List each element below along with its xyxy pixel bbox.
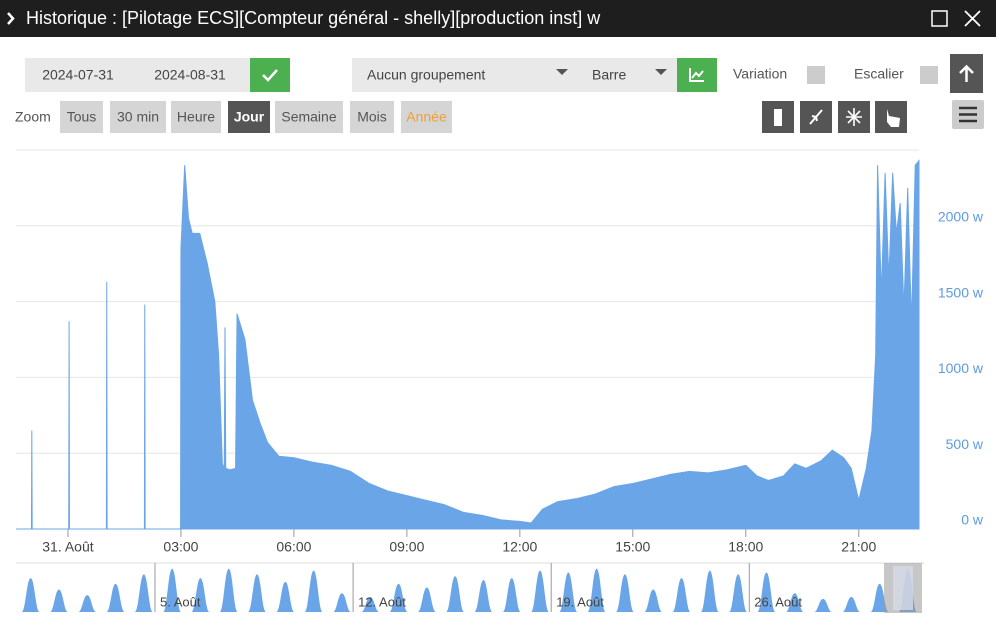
tool-icon	[846, 108, 862, 126]
up-icon	[959, 64, 974, 82]
zoom-buttons: Tous 30 min Heure Jour Semaine Mois Année	[60, 101, 452, 133]
zoom-button[interactable]	[171, 101, 221, 133]
zoom-button[interactable]	[60, 101, 103, 133]
apply-button[interactable]	[250, 58, 290, 92]
navigator-hump	[219, 568, 238, 612]
variation-label: Variation	[733, 66, 787, 82]
x-tick-label: 15:00	[615, 539, 650, 555]
y-tick-label: 1500 w	[938, 284, 984, 300]
navigator-hump	[587, 568, 606, 612]
navigator: 5. Août 12. Août 19. Août 26. Août	[16, 562, 924, 612]
x-tick-label: 21:00	[841, 539, 876, 555]
y-tick-label: 500 w	[946, 436, 984, 452]
navigator-hump	[191, 578, 210, 612]
navigator-hump	[842, 596, 861, 612]
x-tick-label: 03:00	[163, 539, 198, 555]
navigator-label: 12. Août	[358, 594, 406, 609]
navigator-hump	[502, 578, 521, 612]
grouping-select[interactable]	[352, 58, 677, 92]
chart-type[interactable]: Barre	[592, 67, 626, 83]
navigator-hump	[304, 570, 323, 612]
chart-icon	[689, 68, 704, 82]
navigator-label: 26. Août	[754, 594, 802, 609]
navigator-hump	[474, 580, 493, 612]
navigator-hump	[332, 593, 351, 612]
navigator-window[interactable]	[893, 566, 913, 610]
area	[16, 159, 920, 530]
navigator-hump	[49, 589, 68, 612]
navigator-hump	[106, 583, 125, 612]
zoom-button[interactable]	[275, 101, 343, 133]
zoom-option[interactable]: Heure	[177, 109, 215, 125]
navigator-label: 19. Août	[556, 594, 604, 609]
zoom-option[interactable]: Jour	[234, 109, 265, 125]
navigator-hump	[248, 574, 267, 612]
zoom-button[interactable]	[401, 101, 452, 133]
navigator-hump	[729, 574, 748, 612]
navigator-hump	[785, 593, 804, 612]
y-tick-label: 1000 w	[938, 360, 984, 376]
zoom-option[interactable]: Année	[406, 109, 447, 125]
collapse-icon[interactable]	[7, 12, 15, 25]
grouping[interactable]: Aucun groupement	[367, 67, 485, 83]
navigator-hump	[134, 574, 153, 612]
date-range[interactable]	[25, 58, 250, 92]
zoom-option[interactable]: 30 min	[117, 109, 159, 125]
close-button[interactable]	[964, 10, 981, 27]
check-icon	[262, 69, 278, 82]
title-bar	[0, 0, 996, 37]
start-date[interactable]: 2024-07-31	[42, 67, 114, 83]
end-date[interactable]: 2024-08-31	[154, 67, 226, 83]
navigator-hump	[757, 572, 776, 612]
x-tick-label: 18:00	[728, 539, 763, 555]
y-tick-label: 2000 w	[938, 209, 984, 225]
dropdown-arrow	[655, 69, 667, 75]
y-tick-label: 0 w	[961, 512, 984, 528]
window-title: Historique : [Pilotage ECS][Compteur gén…	[26, 8, 601, 28]
tool-icon	[809, 109, 823, 125]
variation-checkbox[interactable]	[807, 66, 825, 84]
x-tick-label: 12:00	[502, 539, 537, 555]
navigator-hump	[163, 568, 182, 612]
navigator-hump	[615, 574, 634, 612]
maximize-button[interactable]	[931, 10, 948, 27]
zoom-button[interactable]	[110, 101, 166, 133]
zoom-option[interactable]: Mois	[357, 109, 387, 125]
plot-area: 0 w 500 w 1000 w 1500 w 2000 w 31. Août 03:00 0…	[16, 149, 984, 555]
zoom-button[interactable]	[228, 101, 270, 133]
stairs-label: Escalier	[854, 66, 904, 82]
navigator-hump	[559, 572, 578, 612]
navigator-hump	[361, 596, 380, 612]
navigator-hump	[21, 578, 40, 612]
zoom-option[interactable]: Semaine	[281, 109, 336, 125]
x-tick-label: 31. Août	[42, 539, 93, 555]
navigator-hump	[446, 576, 465, 612]
x-tick-label: 06:00	[276, 539, 311, 555]
dropdown-arrow	[556, 69, 568, 75]
tool-icon	[887, 109, 900, 127]
navigator-hump	[700, 570, 719, 612]
zoom-label: Zoom	[15, 109, 51, 125]
tool-icon	[774, 109, 782, 126]
x-tick-label: 09:00	[389, 539, 424, 555]
zoom-button[interactable]	[350, 101, 394, 133]
navigator-hump	[672, 578, 691, 612]
zoom-option[interactable]: Tous	[67, 109, 97, 125]
navigator-hump	[276, 581, 295, 612]
navigator-hump	[78, 595, 97, 612]
menu-icon	[959, 106, 977, 123]
navigator-hump	[531, 570, 550, 612]
navigator-hump	[389, 583, 408, 612]
navigator-hump	[417, 587, 436, 612]
navigator-hump	[644, 589, 663, 612]
stairs-checkbox[interactable]	[920, 66, 938, 84]
navigator-hump	[814, 598, 833, 612]
navigator-label: 5. Août	[160, 594, 201, 609]
